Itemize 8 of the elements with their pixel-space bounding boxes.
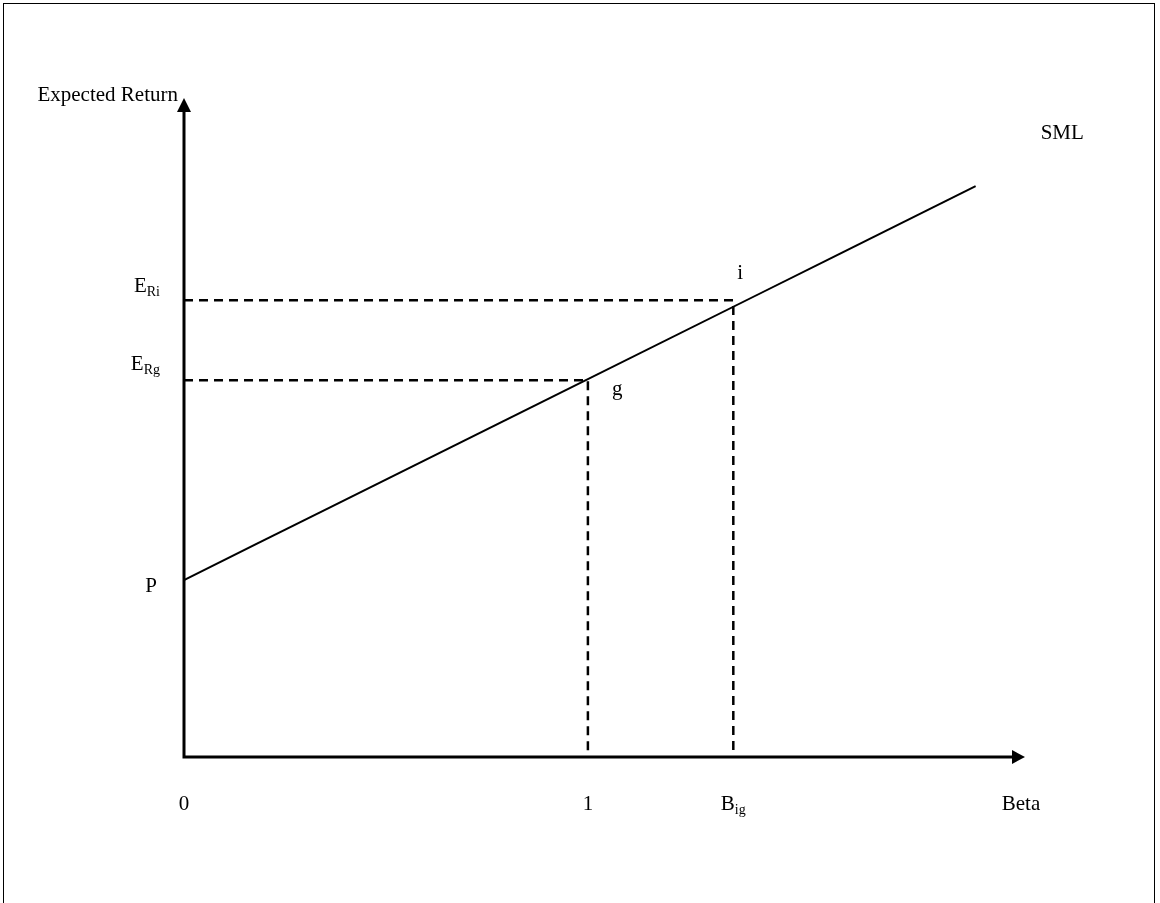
text: SML [1040,119,1084,144]
annotation: i [737,259,744,284]
x-tick-label: 0 [178,790,190,815]
annotation: g [611,375,623,400]
x-axis-title: Beta [1001,790,1041,815]
y-axis-title: Expected Return [37,81,179,106]
x-tick-label: 1 [582,790,594,815]
annotation: P [145,572,158,597]
